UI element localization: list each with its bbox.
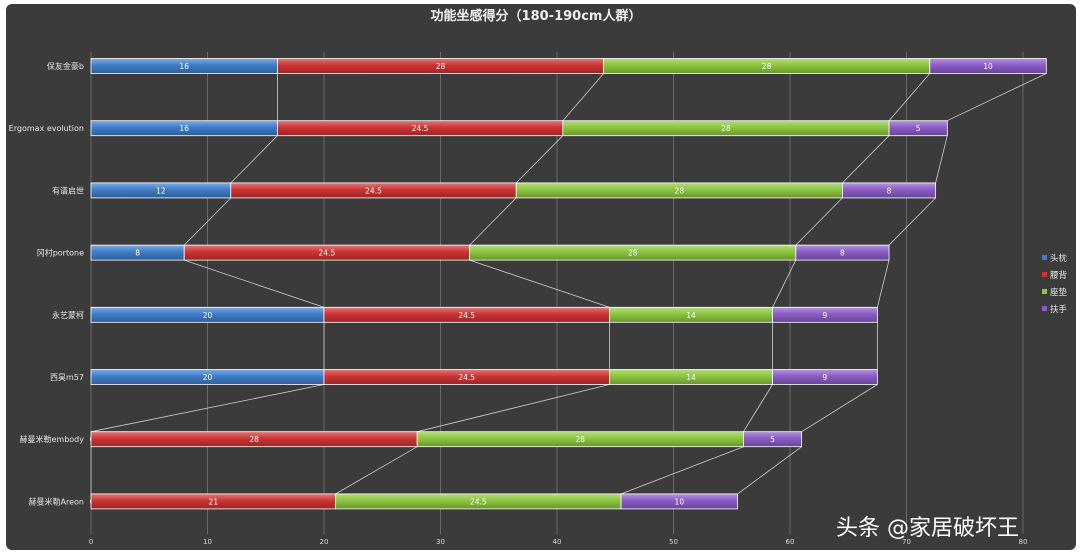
data-label: 28 — [249, 435, 259, 444]
data-label: 8 — [840, 249, 845, 258]
data-label: 28 — [721, 124, 731, 133]
legend-entry: 腰背 — [1050, 270, 1068, 281]
x-tick-label: 30 — [436, 538, 445, 546]
series-line — [935, 135, 948, 183]
legend-swatch — [1042, 255, 1047, 260]
x-tick-label: 40 — [553, 538, 562, 546]
chart-frame: 功能坐感得分（180-190cm人群） 16 28 28 10 16 24.5 28 5 12 2… — [6, 4, 1076, 550]
data-label: 8 — [887, 186, 892, 195]
data-label: 24.5 — [365, 186, 382, 195]
series-line — [469, 259, 610, 308]
bars: 16 28 28 10 16 24.5 28 5 12 24.5 28 8 8 24.5 28 8 20 24.5… — [90, 58, 1047, 510]
series-line — [230, 135, 278, 184]
data-label: 24.5 — [319, 249, 336, 258]
data-label: 24.5 — [458, 373, 475, 382]
data-label: 28 — [762, 62, 772, 71]
x-tick-label: 50 — [669, 538, 678, 546]
x-tick-label: 70 — [902, 538, 911, 546]
data-label: 10 — [675, 497, 685, 506]
series-line — [469, 197, 517, 246]
bar-segment — [795, 244, 890, 261]
series-lines — [90, 73, 1047, 495]
category-label: 赫曼米勒Areon — [29, 496, 84, 506]
data-label: 8 — [135, 249, 140, 258]
data-label: 24.5 — [458, 311, 475, 320]
data-label: 14 — [686, 311, 696, 320]
series-line — [562, 73, 604, 121]
data-label: 24.5 — [412, 124, 429, 133]
series-line — [90, 384, 325, 433]
series-line — [335, 446, 418, 495]
data-label: 28 — [628, 249, 638, 258]
data-label: 28 — [576, 435, 586, 444]
data-label: 14 — [686, 373, 696, 382]
x-axis-ticks: 0 10 20 30 40 50 60 70 80 — [89, 538, 1028, 546]
x-tick-label: 60 — [786, 538, 795, 546]
series-line — [184, 259, 325, 308]
data-label: 5 — [770, 435, 775, 444]
data-label: 9 — [823, 311, 828, 320]
category-label: 有谱启世 — [52, 185, 84, 195]
series-line — [772, 259, 797, 308]
data-label: 16 — [179, 124, 189, 133]
legend-entry: 头枕 — [1050, 253, 1068, 264]
series-line — [795, 197, 843, 246]
legend-swatch — [1042, 289, 1047, 294]
bar-segment — [888, 120, 948, 137]
x-tick-label: 0 — [89, 538, 93, 546]
bar-segment — [842, 182, 937, 199]
series-line — [801, 384, 878, 433]
category-label: 赫曼米勒embody — [20, 434, 85, 444]
series-line — [842, 135, 890, 184]
data-label: 9 — [823, 373, 828, 382]
bar-segment — [743, 431, 803, 448]
series-line — [888, 197, 936, 246]
legend-swatch — [1042, 306, 1047, 311]
data-label: 20 — [203, 373, 213, 382]
category-label: 永艺蒙柯 — [52, 310, 84, 320]
data-label: 20 — [203, 311, 213, 320]
data-label: 21 — [209, 497, 219, 506]
bar-segment — [620, 493, 738, 510]
data-label: 10 — [983, 62, 993, 71]
series-line — [183, 197, 232, 246]
series-line — [515, 135, 564, 184]
legend-entry: 扶手 — [1050, 304, 1068, 315]
stacked-bar-chart: 功能坐感得分（180-190cm人群） 16 28 28 10 16 24.5 28 5 12 2… — [9, 8, 1068, 546]
category-label: 冈村portone — [37, 248, 84, 258]
watermark: 头条 @家居破坏王 — [836, 516, 1019, 541]
bar-segment — [929, 58, 1047, 74]
chart-title: 功能坐感得分（180-190cm人群） — [431, 8, 642, 24]
series-line — [620, 446, 744, 495]
data-label: 12 — [156, 186, 166, 195]
bar-segment — [772, 306, 878, 323]
data-label: 28 — [675, 186, 685, 195]
legend-swatch — [1042, 272, 1047, 277]
data-label: 5 — [916, 124, 921, 133]
series-line — [888, 73, 931, 121]
series-line — [417, 384, 610, 433]
category-label: Ergomax evolution — [9, 124, 84, 133]
x-tick-label: 80 — [1019, 538, 1028, 546]
category-label: 保友金豪b — [47, 61, 84, 71]
data-label: 28 — [436, 62, 446, 71]
data-label: 24.5 — [470, 497, 487, 506]
category-label: 西昊m57 — [50, 373, 84, 382]
series-line — [737, 446, 802, 495]
x-tick-label: 20 — [320, 538, 329, 546]
legend-entry: 座垫 — [1050, 287, 1068, 298]
bar-segment — [772, 369, 878, 385]
series-line — [876, 260, 890, 308]
x-tick-label: 10 — [203, 538, 212, 546]
series-line — [947, 73, 1047, 122]
series-line — [743, 384, 773, 432]
data-label: 16 — [179, 62, 189, 71]
